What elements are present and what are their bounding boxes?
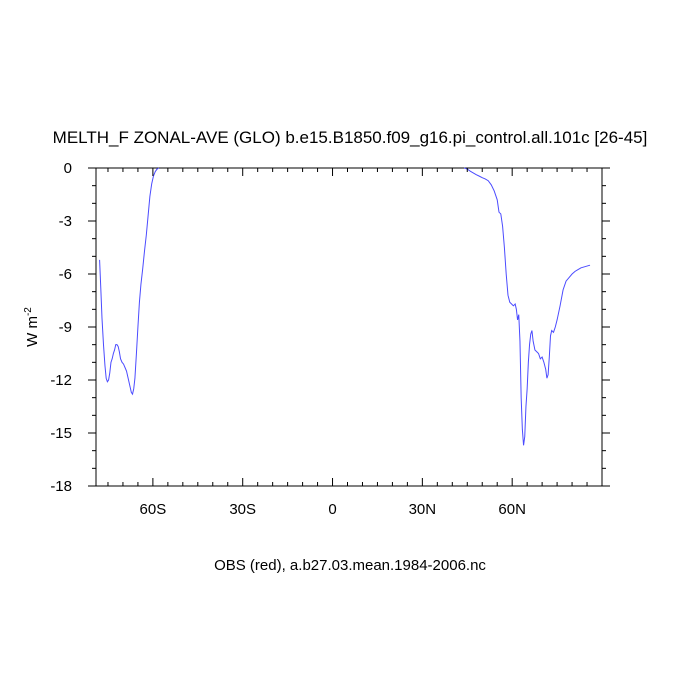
y-tick-label: -12 (50, 372, 72, 389)
y-tick-label: -9 (59, 319, 72, 336)
series-line-1 (99, 167, 160, 396)
series-line-2 (464, 167, 591, 446)
y-axis-label: W m-2 (23, 307, 41, 347)
y-tick-label: -6 (59, 266, 72, 283)
series-layer (99, 167, 591, 446)
x-tick-label: 0 (328, 501, 336, 518)
x-axis: 60S 30S 0 30N 60N (107, 168, 588, 518)
x-tick-label: 60S (140, 501, 167, 518)
chart-title: MELTH_F ZONAL-AVE (GLO) b.e15.B1850.f09_… (53, 128, 648, 147)
y-tick-label: -15 (50, 425, 72, 442)
y-axis-label-units: W m (24, 316, 41, 347)
y-tick-label: 0 (64, 160, 72, 177)
x-tick-label: 30N (409, 501, 437, 518)
x-axis-label: OBS (red), a.b27.03.mean.1984-2006.nc (214, 557, 486, 574)
x-tick-label: 60N (498, 501, 526, 518)
y-axis-label-exponent: -2 (23, 307, 34, 316)
y-tick-label: -18 (50, 478, 72, 495)
y-tick-label: -3 (59, 213, 72, 230)
x-tick-label: 30S (229, 501, 256, 518)
plot-frame (95, 167, 603, 487)
y-axis: 0 -3 -6 -9 -12 -15 -18 (50, 160, 610, 495)
